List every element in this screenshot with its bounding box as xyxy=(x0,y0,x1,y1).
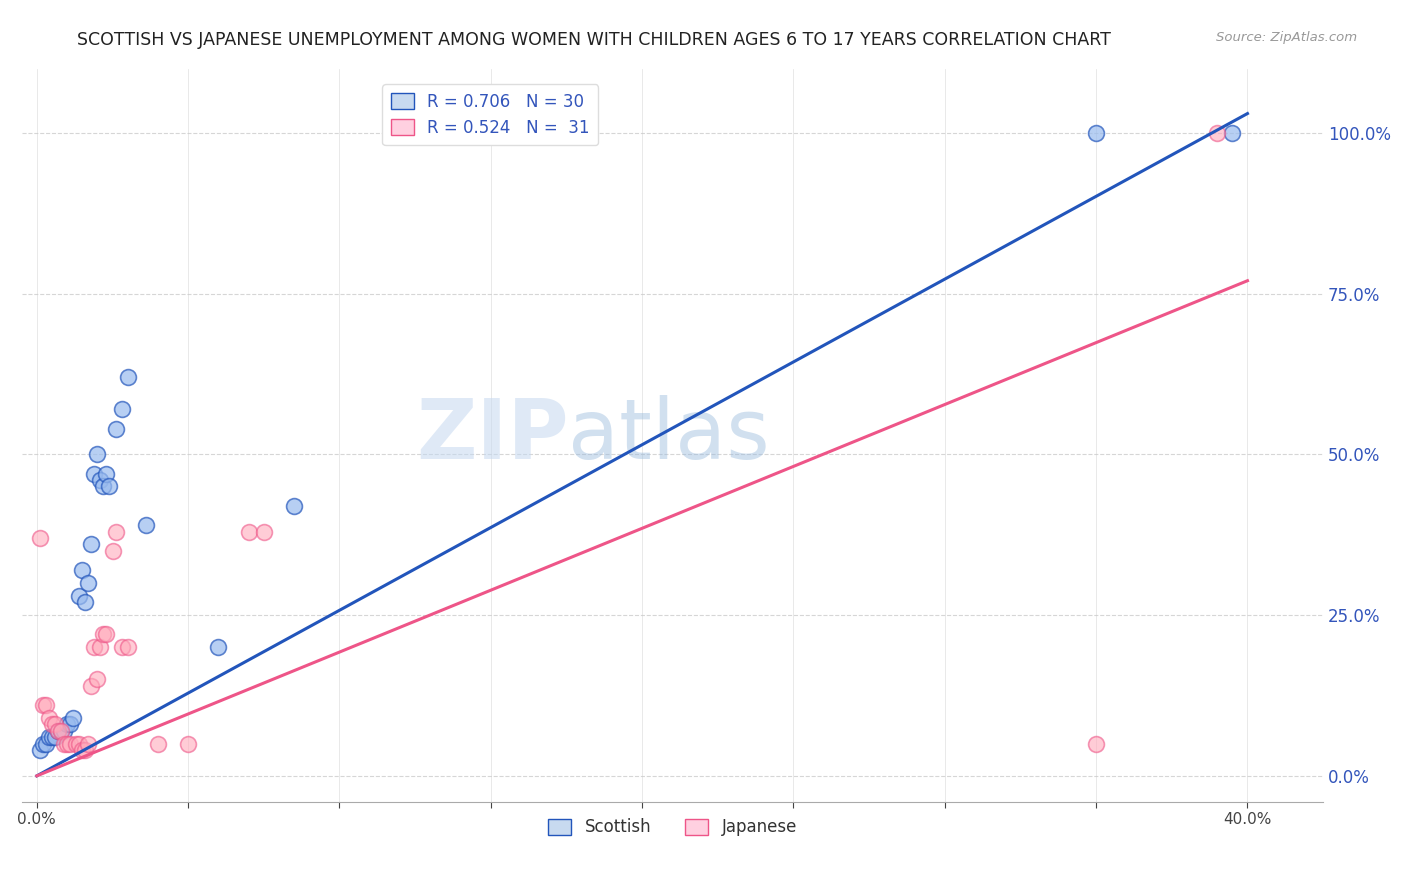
Text: SCOTTISH VS JAPANESE UNEMPLOYMENT AMONG WOMEN WITH CHILDREN AGES 6 TO 17 YEARS C: SCOTTISH VS JAPANESE UNEMPLOYMENT AMONG … xyxy=(77,31,1111,49)
Text: ZIP: ZIP xyxy=(416,394,568,475)
Point xyxy=(1206,126,1229,140)
Point xyxy=(41,731,63,745)
Point xyxy=(38,711,60,725)
Point xyxy=(104,524,127,539)
Point xyxy=(83,640,105,655)
Point xyxy=(89,473,111,487)
Point xyxy=(117,370,139,384)
Point xyxy=(32,737,55,751)
Point xyxy=(53,737,76,751)
Point xyxy=(253,524,276,539)
Point xyxy=(86,673,108,687)
Point xyxy=(83,467,105,481)
Point xyxy=(117,640,139,655)
Point xyxy=(41,717,63,731)
Point xyxy=(75,743,97,757)
Point xyxy=(28,531,51,545)
Point xyxy=(1220,126,1243,140)
Point xyxy=(177,737,200,751)
Point xyxy=(32,698,55,712)
Point xyxy=(146,737,169,751)
Point xyxy=(1085,126,1108,140)
Point xyxy=(46,723,69,738)
Point xyxy=(70,743,93,757)
Point xyxy=(104,422,127,436)
Point xyxy=(80,679,103,693)
Point xyxy=(28,743,51,757)
Point xyxy=(49,723,72,738)
Point xyxy=(62,711,84,725)
Text: Source: ZipAtlas.com: Source: ZipAtlas.com xyxy=(1216,31,1357,45)
Point xyxy=(56,717,79,731)
Point xyxy=(110,402,132,417)
Point xyxy=(207,640,229,655)
Point xyxy=(67,737,90,751)
Point xyxy=(59,717,82,731)
Point xyxy=(135,518,157,533)
Point xyxy=(46,723,69,738)
Point xyxy=(110,640,132,655)
Point xyxy=(35,698,58,712)
Point xyxy=(77,737,100,751)
Point xyxy=(75,595,97,609)
Point xyxy=(35,737,58,751)
Point xyxy=(93,627,115,641)
Point xyxy=(53,723,76,738)
Point xyxy=(96,627,118,641)
Legend: Scottish, Japanese: Scottish, Japanese xyxy=(540,810,806,845)
Point xyxy=(1085,737,1108,751)
Text: atlas: atlas xyxy=(568,394,770,475)
Point xyxy=(101,543,124,558)
Point xyxy=(49,723,72,738)
Point xyxy=(56,737,79,751)
Point xyxy=(238,524,260,539)
Point xyxy=(59,737,82,751)
Point xyxy=(96,467,118,481)
Point xyxy=(77,576,100,591)
Point xyxy=(80,537,103,551)
Point xyxy=(70,563,93,577)
Point xyxy=(65,737,87,751)
Point xyxy=(89,640,111,655)
Point xyxy=(86,447,108,461)
Point xyxy=(38,731,60,745)
Point xyxy=(44,731,66,745)
Point xyxy=(67,589,90,603)
Point xyxy=(98,479,121,493)
Point xyxy=(283,499,305,513)
Point xyxy=(44,717,66,731)
Point xyxy=(93,479,115,493)
